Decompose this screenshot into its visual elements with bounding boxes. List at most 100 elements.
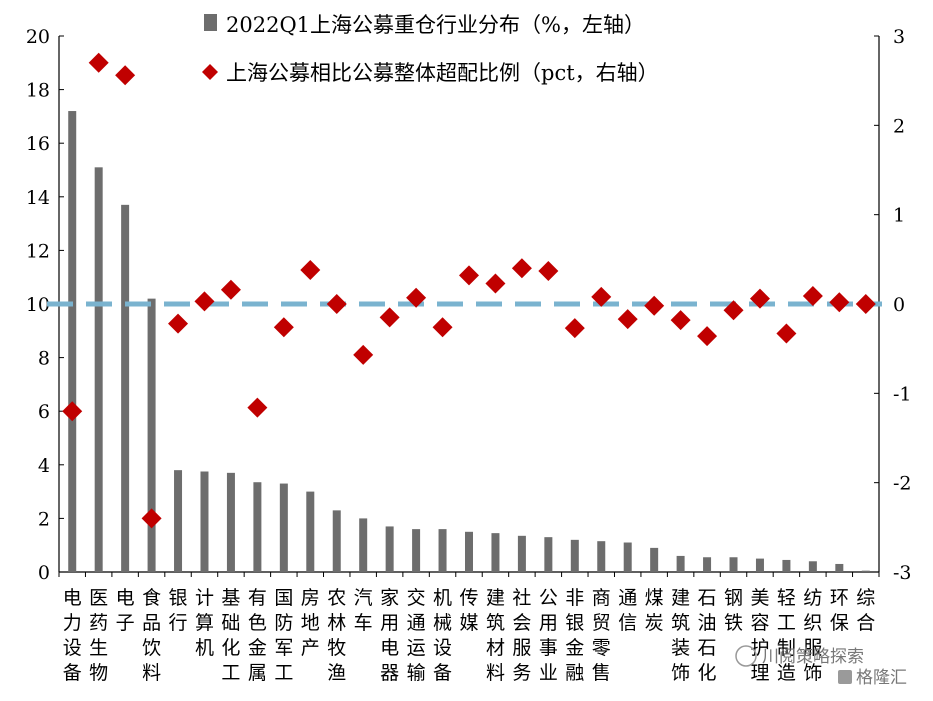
category-label: 钢铁 — [724, 587, 743, 634]
legend-label-bars: 2022Q1上海公募重仓行业分布（%，左轴） — [226, 13, 645, 37]
watermark-logo-icon — [838, 670, 852, 684]
category-label: 美容护理 — [750, 587, 769, 684]
diamond-point — [141, 508, 162, 529]
left-tick-label: 20 — [26, 26, 50, 48]
bar — [570, 539, 579, 572]
bar — [755, 558, 764, 572]
bar — [597, 541, 606, 572]
category-label: 交通运输 — [407, 587, 426, 684]
bar — [703, 557, 712, 572]
bar — [279, 483, 288, 572]
category-label: 电力设备 — [63, 587, 82, 684]
category-label: 基础化工 — [221, 587, 240, 684]
category-label: 建筑装饰 — [671, 587, 690, 684]
bar — [412, 529, 421, 572]
bar — [517, 535, 526, 572]
category-label: 国防军工 — [274, 587, 293, 684]
bar — [226, 472, 235, 572]
category-label: 纺织服饰 — [803, 587, 822, 684]
diamond-point — [88, 52, 109, 73]
category-label: 综合 — [856, 587, 875, 634]
bar — [200, 471, 209, 572]
diamond-point — [326, 294, 347, 314]
diamond-point — [802, 285, 823, 306]
category-label: 通信 — [618, 587, 637, 634]
bar — [835, 563, 844, 572]
diamond-point — [353, 344, 374, 365]
bar — [147, 298, 156, 572]
bar — [808, 561, 817, 572]
category-label: 计算机 — [195, 587, 214, 659]
bar — [438, 529, 447, 572]
bar — [94, 167, 103, 572]
diamond-point — [749, 288, 770, 309]
left-tick-label: 14 — [26, 187, 50, 209]
bar — [650, 547, 659, 572]
bar — [676, 555, 685, 572]
category-label: 商贸零售 — [592, 587, 611, 684]
bar — [253, 482, 262, 572]
right-tick-label: -2 — [893, 473, 912, 495]
bar — [306, 491, 315, 572]
bar — [121, 204, 130, 572]
diamond-point — [168, 313, 189, 334]
left-tick-label: 8 — [38, 348, 50, 370]
right-tick-label: 1 — [893, 205, 905, 227]
diamond-point — [538, 260, 559, 281]
left-tick-label: 2 — [38, 508, 50, 530]
diamond-point — [273, 317, 294, 338]
diamond-point — [617, 309, 638, 330]
right-tick-label: 3 — [893, 26, 905, 48]
bar — [861, 570, 870, 572]
right-tick-label: 0 — [893, 294, 905, 316]
diamond-point — [511, 258, 532, 279]
diamond-point — [459, 265, 479, 286]
legend-label-diamonds: 上海公募相比公募整体超配比例（pct，右轴） — [226, 61, 659, 85]
left-tick-label: 16 — [26, 133, 50, 155]
diamond-point — [115, 65, 136, 86]
bar — [491, 533, 500, 572]
left-tick-label: 18 — [26, 80, 50, 102]
bar — [385, 526, 394, 572]
watermark-text: 川阅策略探索 — [762, 647, 864, 667]
watermark-logo-text: 格隆汇 — [856, 668, 907, 688]
category-label: 公用事业 — [539, 587, 558, 684]
diamond-point — [220, 279, 241, 300]
legend-bar-swatch — [204, 14, 217, 31]
legend-diamond-swatch — [202, 64, 218, 80]
category-label: 有色金属 — [248, 587, 267, 684]
left-tick-label: 12 — [26, 240, 50, 262]
diamond-point — [855, 294, 876, 314]
category-label: 石油石化 — [698, 587, 717, 684]
category-label: 房地产 — [301, 587, 320, 659]
bar — [782, 559, 791, 572]
bar — [729, 557, 738, 572]
left-tick-label: 6 — [38, 401, 50, 423]
right-tick-label: 2 — [893, 115, 905, 137]
bar — [544, 537, 553, 572]
bar — [332, 510, 341, 572]
left-tick-label: 4 — [38, 455, 50, 477]
diamond-point — [829, 292, 850, 313]
diamond-point — [723, 300, 744, 321]
diamond-point — [300, 260, 321, 281]
category-label: 食品饮料 — [142, 587, 161, 684]
category-label: 非银金融 — [565, 587, 584, 684]
diamond-point — [485, 273, 506, 294]
diamond-point — [406, 287, 427, 308]
diamond-point — [670, 310, 691, 331]
category-label: 传媒 — [459, 587, 478, 634]
category-label: 煤炭 — [645, 587, 664, 634]
diamond-point — [564, 318, 585, 339]
category-label: 电子 — [116, 587, 135, 634]
diamond-point — [247, 397, 268, 418]
watermark-icon — [735, 645, 757, 667]
diamond-point — [591, 286, 612, 307]
category-label: 汽车 — [354, 587, 373, 634]
right-tick-label: -3 — [893, 562, 912, 584]
diamond-point — [697, 326, 718, 347]
diamond-point — [62, 401, 83, 422]
category-label: 银行 — [169, 587, 188, 634]
category-label: 农林牧渔 — [327, 587, 346, 684]
